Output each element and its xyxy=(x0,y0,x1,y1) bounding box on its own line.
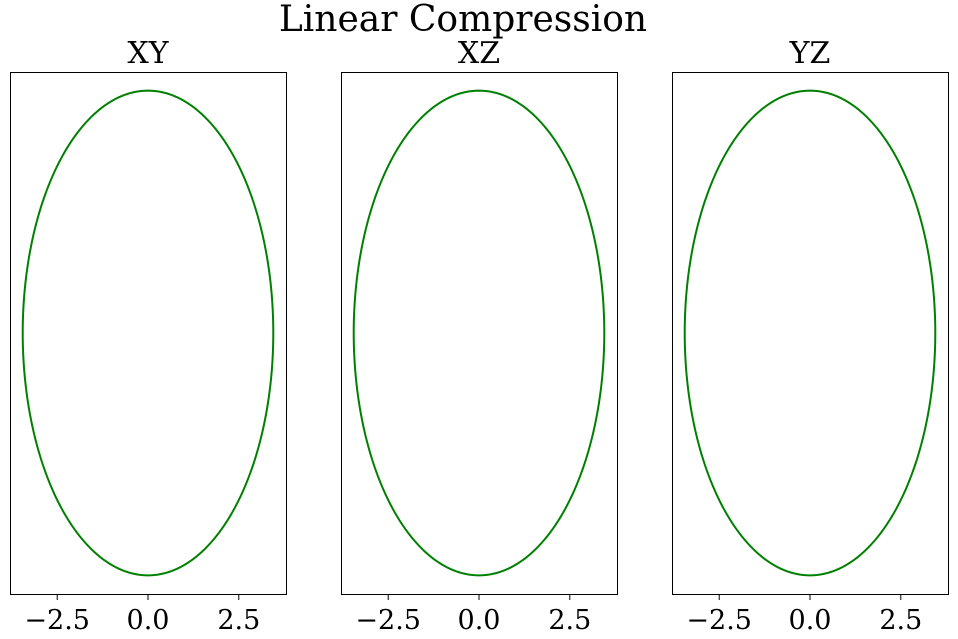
subplot-grid: XY −2.5 0.0 2.5 XZ −2.5 0.0 2.5 YZ −2.5 0.0 2.5 xyxy=(10,36,949,636)
subplot-xy: XY −2.5 0.0 2.5 xyxy=(10,36,287,636)
x-tick-label: 2.5 xyxy=(217,605,260,636)
x-tick-label: −2.5 xyxy=(686,605,752,636)
axes-frame xyxy=(10,72,287,595)
x-tick-label: 2.5 xyxy=(548,605,591,636)
subplot-title: XZ xyxy=(458,36,500,71)
subplot-title: XY xyxy=(127,36,169,71)
x-tick-label: 2.5 xyxy=(879,605,922,636)
subplot-title: YZ xyxy=(789,36,831,71)
axes-frame xyxy=(672,72,949,595)
series-line xyxy=(352,89,606,577)
x-tick-label: −2.5 xyxy=(355,605,421,636)
axes-frame xyxy=(341,72,618,595)
x-tick-label: 0.0 xyxy=(458,605,501,636)
x-tick-label: −2.5 xyxy=(24,605,90,636)
x-tick-label: 0.0 xyxy=(127,605,170,636)
x-tick-label: 0.0 xyxy=(789,605,832,636)
subplot-xz: XZ −2.5 0.0 2.5 xyxy=(341,36,618,636)
series-line xyxy=(683,89,937,577)
series-line xyxy=(21,89,275,577)
figure-title: Linear Compression xyxy=(279,0,647,40)
subplot-yz: YZ −2.5 0.0 2.5 xyxy=(672,36,949,636)
